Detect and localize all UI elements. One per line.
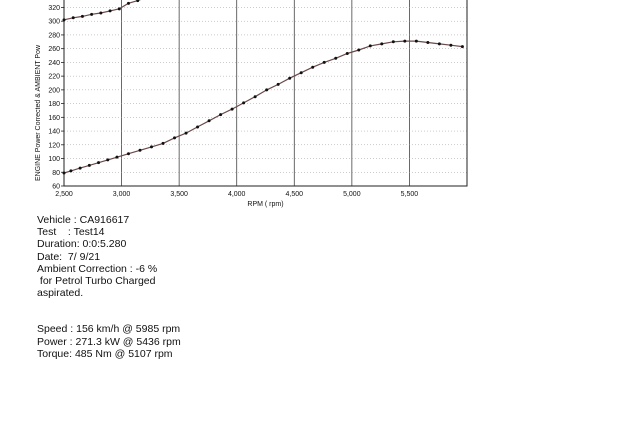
y-tick-label: 120: [48, 142, 60, 149]
data-point: [357, 48, 361, 52]
aspirated-text: aspirated.: [37, 287, 84, 300]
y-tick-label: 280: [48, 32, 60, 39]
data-point: [299, 71, 303, 75]
data-point: [449, 43, 453, 47]
x-tick-label: 5,500: [401, 191, 419, 198]
data-point: [414, 39, 418, 43]
data-point: [460, 45, 464, 49]
y-tick-label: 180: [48, 101, 60, 108]
data-point: [69, 169, 73, 173]
y-tick-label: 80: [52, 170, 60, 177]
dyno-chart: 60 80 100 120 140 160 180 200 220 240 260 280 300 320…: [35, 0, 468, 208]
plot-frame: [63, 0, 468, 187]
data-point: [161, 141, 165, 145]
y-axis-ticks: 60 80 100 120 140 160 180 200 220 240 260 280 300 320…: [48, 5, 64, 191]
data-point: [380, 42, 384, 46]
data-point: [99, 11, 103, 15]
data-point: [219, 113, 223, 117]
test-info-block: Vehicle : CA916617 Test : Test14 Duratio…: [37, 214, 181, 360]
y-tick-label: 100: [48, 156, 60, 163]
data-point: [334, 56, 338, 60]
data-point: [265, 88, 269, 92]
data-point: [62, 18, 66, 22]
data-point: [62, 171, 66, 175]
duration-text: Duration: 0:0:5.280: [37, 238, 127, 251]
y-tick-label: 300: [48, 19, 60, 26]
chart-series: [62, 0, 464, 175]
x-tick-label: 4,000: [228, 191, 246, 198]
data-point: [403, 39, 407, 43]
test-text: Test : Test14: [37, 226, 105, 239]
data-point: [117, 7, 121, 11]
y-tick-label: 260: [48, 46, 60, 53]
speed-result-text: Speed : 156 km/h @ 5985 rpm: [37, 323, 181, 336]
data-point: [173, 136, 177, 140]
data-point: [242, 101, 246, 105]
y-tick-label: 140: [48, 129, 60, 136]
data-point: [345, 51, 349, 55]
data-point: [311, 65, 315, 69]
x-axis-label: RPM ( rpm): [247, 201, 283, 208]
data-point: [368, 44, 372, 48]
torque-result-text: Torque: 485 Nm @ 5107 rpm: [37, 347, 173, 360]
data-point: [97, 161, 101, 165]
y-tick-label: 220: [48, 74, 60, 81]
chart-grid: [64, 0, 467, 187]
data-point: [184, 131, 188, 135]
x-tick-label: 4,500: [286, 191, 304, 198]
data-point: [126, 152, 130, 156]
data-point: [391, 40, 395, 44]
x-tick-label: 3,000: [113, 191, 131, 198]
data-point: [426, 40, 430, 44]
data-point: [196, 125, 200, 129]
power-result-text: Power : 271.3 kW @ 5436 rpm: [37, 335, 181, 348]
data-point: [108, 9, 112, 13]
x-tick-label: 5,000: [343, 191, 361, 198]
data-point: [207, 119, 211, 123]
vehicle-text: Vehicle : CA916617: [37, 214, 130, 226]
data-point: [322, 60, 326, 64]
y-axis-label: ENGINE Power Corrected & AMBIENT Pow: [35, 44, 42, 181]
data-point: [253, 95, 257, 99]
y-tick-label: 60: [52, 184, 60, 191]
data-point: [87, 163, 91, 167]
data-point: [106, 158, 110, 162]
data-point: [138, 148, 142, 152]
data-point: [437, 42, 441, 46]
y-tick-label: 200: [48, 87, 60, 94]
data-point: [136, 0, 140, 3]
data-point: [71, 16, 75, 20]
y-tick-label: 240: [48, 60, 60, 67]
ambient-correction-text: Ambient Correction : -6 %: [37, 262, 158, 275]
series-line-2: [63, 40, 463, 174]
data-point: [150, 145, 154, 149]
y-tick-label: 320: [48, 5, 60, 12]
data-point: [78, 166, 82, 170]
data-point: [276, 82, 280, 86]
data-point: [80, 14, 84, 18]
data-point: [126, 1, 130, 5]
data-point: [115, 155, 119, 159]
petrol-note-text: for Petrol Turbo Charged: [37, 275, 156, 288]
date-text: Date: 7/ 9/21: [37, 250, 101, 263]
data-point: [288, 76, 292, 80]
data-point: [230, 107, 234, 111]
y-tick-label: 160: [48, 115, 60, 122]
x-axis-ticks: 2,500 3,000 3,500 4,000 4,500 5,000 5,500: [55, 191, 418, 198]
x-tick-label: 2,500: [55, 191, 73, 198]
x-tick-label: 3,500: [170, 191, 188, 198]
data-point: [90, 12, 94, 16]
